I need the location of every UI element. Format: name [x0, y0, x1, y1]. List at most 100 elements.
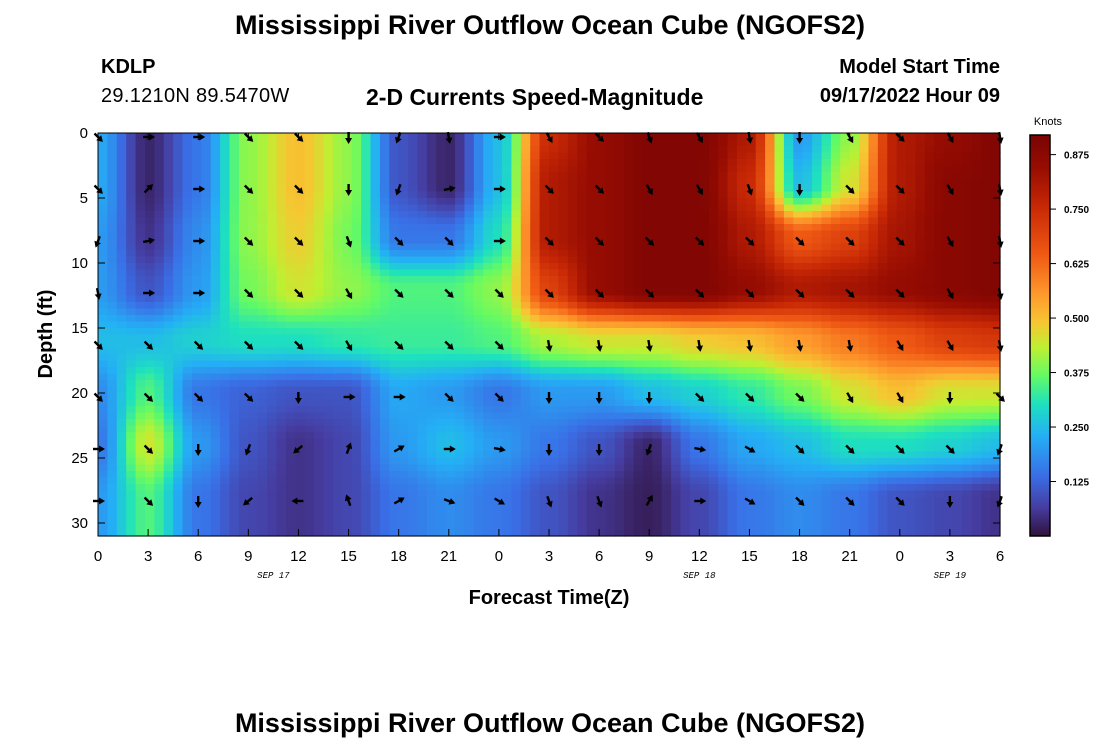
heatmap-cell: [332, 464, 343, 472]
heatmap-cell: [361, 165, 372, 173]
heatmap-cell: [257, 133, 268, 141]
heatmap-cell: [483, 178, 494, 186]
heatmap-cell: [98, 178, 108, 186]
heatmap-cell: [868, 250, 879, 258]
heatmap-cell: [595, 159, 606, 167]
heatmap-cell: [971, 185, 982, 193]
heatmap-cell: [304, 250, 315, 258]
heatmap-cell: [408, 172, 419, 180]
heatmap-cell: [924, 393, 935, 401]
heatmap-cell: [201, 445, 212, 453]
heatmap-cell: [558, 458, 569, 466]
heatmap-cell: [332, 211, 343, 219]
heatmap-cell: [332, 146, 343, 154]
heatmap-cell: [116, 289, 127, 297]
heatmap-cell: [98, 289, 108, 297]
heatmap-cell: [398, 172, 409, 180]
heatmap-cell: [887, 373, 898, 381]
heatmap-cell: [586, 133, 597, 141]
heatmap-cell: [370, 152, 381, 160]
heatmap-cell: [549, 341, 559, 349]
heatmap-cell: [530, 315, 541, 323]
heatmap-cell: [642, 425, 653, 433]
heatmap-cell: [586, 152, 597, 160]
heatmap-cell: [464, 367, 475, 375]
heatmap-cell: [802, 438, 813, 446]
heatmap-cell: [549, 198, 559, 206]
heatmap-cell: [755, 237, 766, 245]
heatmap-cell: [210, 464, 221, 472]
heatmap-cell: [530, 308, 541, 316]
heatmap-cell: [915, 263, 926, 271]
heatmap-cell: [718, 159, 729, 167]
heatmap-cell: [426, 321, 437, 329]
heatmap-cell: [511, 354, 522, 362]
heatmap-cell: [755, 315, 766, 323]
heatmap-cell: [849, 178, 860, 186]
heatmap-cell: [549, 425, 559, 433]
heatmap-cell: [671, 308, 682, 316]
heatmap-cell: [906, 276, 917, 284]
heatmap-cell: [502, 386, 513, 394]
heatmap-cell: [492, 217, 503, 225]
heatmap-cell: [530, 451, 541, 459]
heatmap-cell: [408, 178, 419, 186]
heatmap-cell: [191, 269, 202, 277]
heatmap-cell: [877, 243, 888, 251]
heatmap-cell: [840, 406, 851, 414]
heatmap-cell: [257, 204, 268, 212]
heatmap-cell: [492, 165, 503, 173]
heatmap-cell: [633, 445, 644, 453]
heatmap-cell: [238, 217, 249, 225]
heatmap-cell: [877, 250, 888, 258]
heatmap-cell: [736, 360, 747, 368]
heatmap-cell: [718, 464, 729, 472]
heatmap-cell: [981, 380, 992, 388]
heatmap-cell: [549, 321, 559, 329]
heatmap-cell: [473, 458, 484, 466]
heatmap-cell: [285, 367, 296, 375]
heatmap-cell: [642, 191, 653, 199]
heatmap-cell: [605, 419, 616, 427]
heatmap-cell: [558, 386, 569, 394]
heatmap-cell: [173, 211, 184, 219]
heatmap-cell: [154, 464, 165, 472]
heatmap-cell: [605, 438, 616, 446]
heatmap-cell: [605, 380, 616, 388]
heatmap-cell: [361, 191, 372, 199]
heatmap-cell: [877, 458, 888, 466]
heatmap-cell: [370, 230, 381, 238]
heatmap-cell: [276, 399, 287, 407]
heatmap-cell: [614, 451, 625, 459]
heatmap-cell: [229, 406, 240, 414]
heatmap-cell: [981, 425, 992, 433]
heatmap-cell: [699, 217, 710, 225]
heatmap-cell: [379, 373, 390, 381]
heatmap-cell: [877, 360, 888, 368]
heatmap-cell: [840, 341, 851, 349]
heatmap-cell: [379, 282, 390, 290]
heatmap-cell: [906, 425, 917, 433]
heatmap-cell: [539, 146, 550, 154]
heatmap-cell: [708, 139, 719, 147]
heatmap-cell: [408, 165, 419, 173]
heatmap-cell: [210, 399, 221, 407]
heatmap-cell: [417, 321, 428, 329]
heatmap-cell: [774, 419, 785, 427]
heatmap-cell: [163, 191, 174, 199]
heatmap-cell: [887, 289, 898, 297]
heatmap-cell: [953, 159, 964, 167]
heatmap-cell: [267, 204, 278, 212]
heatmap-cell: [182, 185, 193, 193]
heatmap-cell: [173, 406, 184, 414]
heatmap-cell: [943, 412, 954, 420]
heatmap-cell: [577, 438, 588, 446]
heatmap-cell: [257, 354, 268, 362]
heatmap-cell: [332, 289, 343, 297]
heatmap-cell: [567, 191, 578, 199]
heatmap-cell: [144, 269, 155, 277]
heatmap-cell: [671, 412, 682, 420]
heatmap-cell: [144, 328, 155, 336]
heatmap-cell: [530, 438, 541, 446]
heatmap-cell: [868, 308, 879, 316]
